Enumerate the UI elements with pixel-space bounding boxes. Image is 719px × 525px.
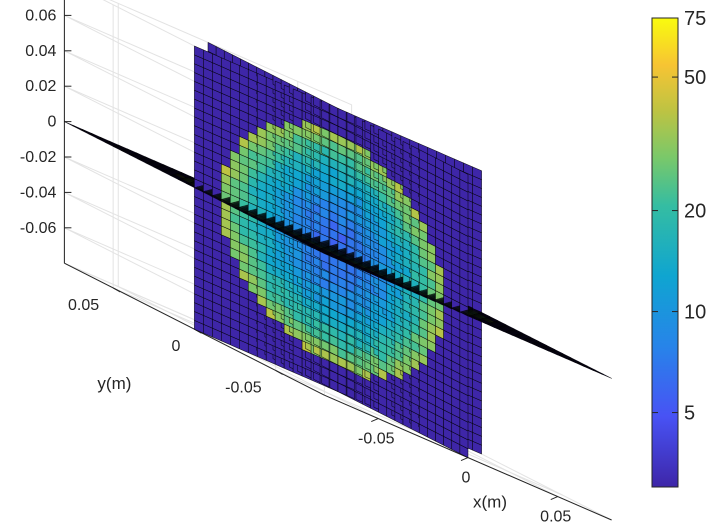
colorbar-tick-label: 10: [684, 302, 706, 324]
z-tick-label: 0.02: [25, 78, 56, 95]
y-tick-label: 0.05: [68, 297, 99, 314]
y-tick-mark: [112, 287, 121, 293]
colorbar: 5 10 20 50 75: [651, 8, 706, 488]
x-tick-mark: [371, 418, 379, 423]
slice-cell-y0: [472, 166, 482, 180]
colorbar-tick-label: 5: [684, 403, 695, 425]
z-tick-label: -0.04: [20, 184, 57, 201]
x-axis-label: x(m): [473, 493, 507, 512]
slice-cell-z0: [594, 370, 612, 379]
z-tick-label: 0.06: [25, 7, 56, 24]
slice-surfaces: [64, 42, 612, 458]
axis-ticks: -0.05 0 0.05 -0.05 0 0.05 0.06 0.04 0.02 0 -0.02 -0…: [20, 7, 571, 525]
z-tick-label: -0.02: [20, 149, 57, 166]
x-tick-label: -0.05: [358, 431, 395, 448]
x-tick-label: 0: [462, 470, 471, 487]
z-tick-label: 0: [47, 114, 56, 131]
z-tick-label: -0.06: [20, 220, 57, 237]
colorbar-gradient: [651, 17, 679, 488]
y-tick-label: 0: [171, 338, 180, 355]
x-tick-label: 0.05: [540, 509, 571, 525]
colorbar-tick-label: 20: [684, 201, 706, 223]
x-tick-mark: [550, 496, 558, 501]
colorbar-tick-label: 50: [684, 67, 706, 89]
y-tick-mark: [275, 370, 283, 375]
y-tick-label: -0.05: [225, 379, 262, 396]
x-tick-mark: [460, 457, 469, 462]
y-axis-label: y(m): [97, 374, 131, 393]
colorbar-tick-label: 75: [684, 8, 706, 30]
slice-cell-x0: [459, 170, 469, 184]
z-tick-label: 0.04: [25, 43, 56, 60]
